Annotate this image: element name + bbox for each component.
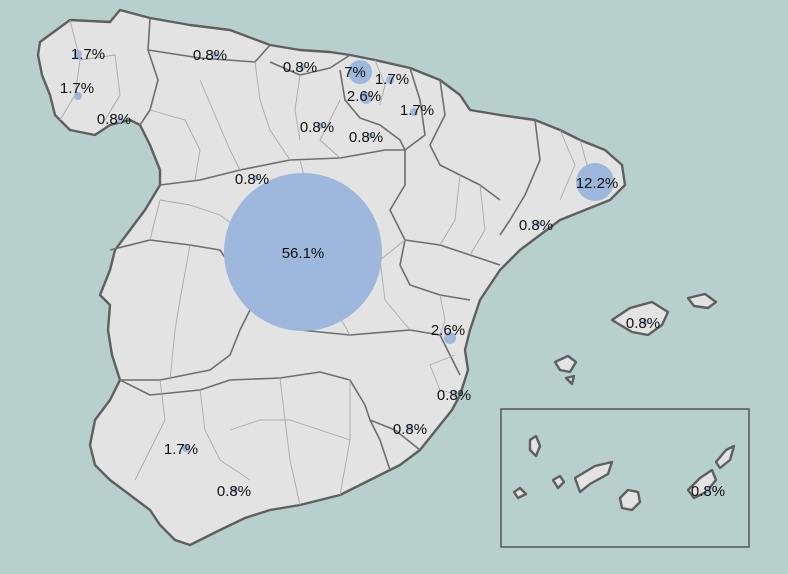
- bubble-gipuzkoa: [386, 76, 394, 84]
- label-alava: 2.6%: [347, 88, 381, 105]
- label-ourense: 0.8%: [97, 111, 131, 128]
- bubble-tarragona: [535, 221, 541, 227]
- bubble-pontevedra: [74, 92, 82, 100]
- label-murcia: 0.8%: [393, 421, 427, 438]
- label-valencia: 2.6%: [431, 322, 465, 339]
- bubbles: [74, 50, 711, 493]
- label-burgos: 0.8%: [300, 119, 334, 136]
- bubble-baleares: [642, 319, 648, 325]
- bubble-burgos: [317, 123, 323, 129]
- canary-islands-inset-frame: [500, 408, 750, 548]
- bubble-valladolid: [253, 175, 259, 181]
- balearic-islands: [553, 292, 718, 386]
- label-alicante: 0.8%: [437, 387, 471, 404]
- label-gipuzkoa: 1.7%: [375, 71, 409, 88]
- bubble-murcia: [407, 425, 413, 431]
- bubble-la-rioja: [367, 133, 373, 139]
- bubble-alicante: [452, 391, 458, 397]
- bubble-sevilla: [182, 444, 190, 452]
- bubble-cantabria: [299, 65, 305, 71]
- label-asturias: 0.8%: [193, 47, 227, 64]
- bubble-bizkaia: [348, 60, 372, 84]
- label-madrid: 56.1%: [282, 245, 325, 262]
- bubble-a-coruna: [74, 50, 82, 58]
- label-las-palmas: 0.8%: [691, 483, 725, 500]
- label-la-rioja: 0.8%: [349, 129, 383, 146]
- label-cantabria: 0.8%: [283, 59, 317, 76]
- label-baleares: 0.8%: [626, 315, 660, 332]
- bubble-barcelona: [576, 163, 614, 201]
- bubble-madrid: [224, 173, 382, 331]
- label-a-coruna: 1.7%: [71, 46, 105, 63]
- label-bizkaia: 7%: [344, 64, 366, 81]
- label-tarragona: 0.8%: [519, 217, 553, 234]
- label-pontevedra: 1.7%: [60, 80, 94, 97]
- bubble-alava: [360, 92, 372, 104]
- label-malaga: 0.8%: [217, 483, 251, 500]
- canary-islands: [512, 434, 736, 512]
- label-valladolid: 0.8%: [235, 171, 269, 188]
- bubble-malaga: [232, 487, 238, 493]
- bubble-las-palmas: [705, 487, 711, 493]
- bubble-navarra: [410, 108, 418, 116]
- bubble-asturias: [212, 52, 218, 58]
- percentage-labels: 56.1% 12.2% 7% 2.6% 2.6% 1.7% 1.7% 1.7% …: [60, 46, 725, 500]
- label-barcelona: 12.2%: [576, 175, 619, 192]
- label-sevilla: 1.7%: [164, 441, 198, 458]
- bubble-valencia: [444, 332, 456, 344]
- label-navarra: 1.7%: [400, 102, 434, 119]
- bubble-ourense: [117, 117, 123, 123]
